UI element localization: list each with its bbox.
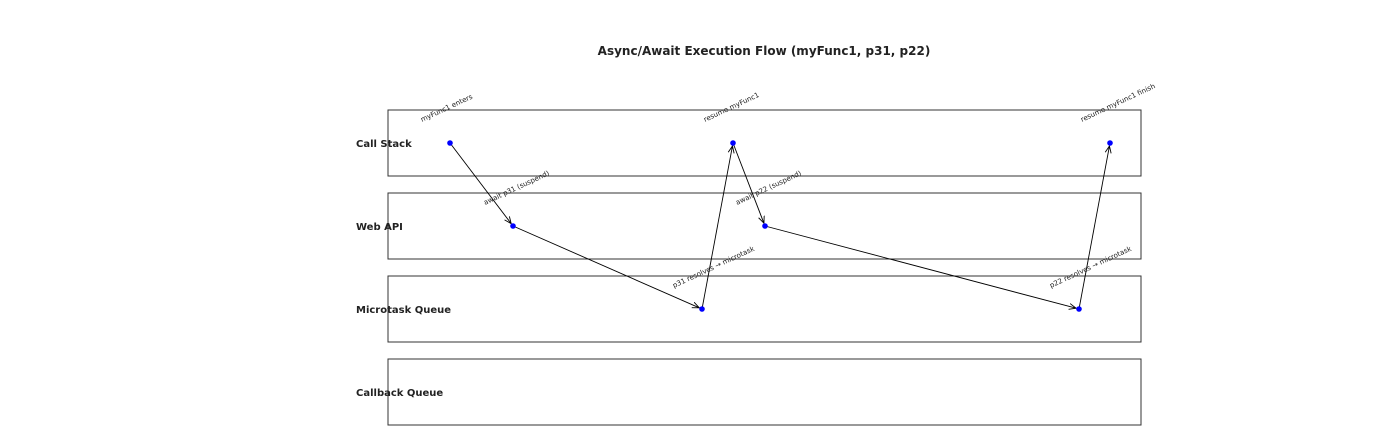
- transition-arrow-e4-e5: [732, 142, 764, 223]
- lane-box: [387, 192, 1142, 260]
- event-label-e1: myFunc1 enters: [419, 93, 474, 124]
- event-point-e6: [1076, 306, 1082, 312]
- transitions: [449, 142, 1109, 310]
- transition-arrow-e6-e7: [1078, 146, 1109, 310]
- transition-arrow-e3-e4: [701, 146, 732, 310]
- event-label-e6: p22 resolves → microtask: [1048, 244, 1133, 289]
- lane-callback-queue: Callback Queue: [356, 358, 1142, 426]
- lane-call-stack: Call Stack: [356, 109, 1142, 177]
- event-label-e5: await p22 (suspend): [734, 169, 803, 207]
- transition-arrow-e1-e2: [449, 142, 511, 224]
- event-label-e4: resume myFunc1: [702, 91, 760, 124]
- event-label-e2: await p31 (suspend): [482, 169, 551, 207]
- lane-box: [387, 275, 1142, 343]
- event-label-e7: resume myFunc1 finish: [1079, 82, 1156, 124]
- event-point-e7: [1107, 140, 1113, 146]
- event-point-e3: [699, 306, 705, 312]
- event-points: [447, 140, 1113, 312]
- transition-arrow-e5-e6: [764, 225, 1076, 308]
- lane-label: Microtask Queue: [356, 305, 451, 316]
- lane-label: Web API: [356, 222, 403, 233]
- lanes: Call Stack Web API Microtask Queue Callback…: [356, 109, 1142, 426]
- lane-microtask-queue: Microtask Queue: [356, 275, 1142, 343]
- event-point-e1: [447, 140, 453, 146]
- lane-box: [387, 109, 1142, 177]
- event-point-e5: [762, 223, 768, 229]
- lane-label: Callback Queue: [356, 388, 443, 399]
- lane-box: [387, 358, 1142, 426]
- diagram-title: Async/Await Execution Flow (myFunc1, p31…: [598, 44, 931, 58]
- event-point-e4: [730, 140, 736, 146]
- lane-web-api: Web API: [356, 192, 1142, 260]
- event-point-e2: [510, 223, 516, 229]
- lane-label: Call Stack: [356, 139, 412, 150]
- transition-arrow-e2-e3: [512, 225, 699, 308]
- event-label-e3: p31 resolves → microtask: [671, 244, 756, 289]
